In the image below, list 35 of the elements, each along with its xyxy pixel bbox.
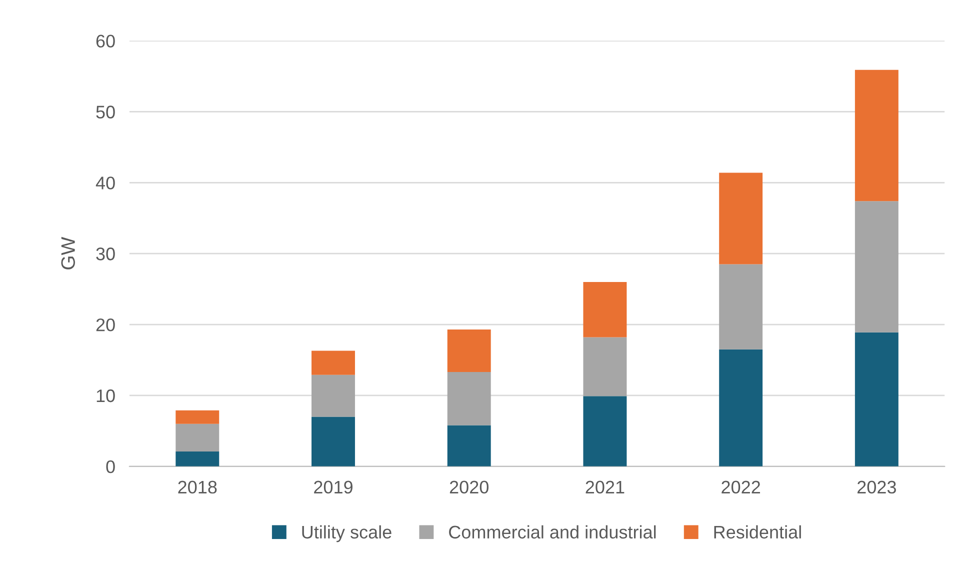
- y-tick-label: 50: [96, 106, 115, 118]
- x-tick-label: 2023: [858, 480, 896, 494]
- bar: [447, 330, 491, 372]
- y-tick-label: 20: [96, 318, 115, 332]
- bar: [312, 350, 355, 375]
- x-tick-label: 2018: [178, 480, 217, 494]
- bar: [312, 416, 355, 466]
- y-tick-label: 30: [96, 248, 115, 260]
- bar: [583, 337, 627, 396]
- bar: [854, 332, 898, 466]
- bar: [176, 410, 220, 424]
- bar: [719, 172, 763, 264]
- bar: [583, 396, 627, 466]
- y-tick-label: 60: [96, 34, 115, 48]
- bar: [447, 372, 491, 426]
- y-axis-title: GW: [61, 236, 75, 270]
- x-tick-label: 2019: [314, 480, 352, 494]
- y-tick-label: 40: [96, 176, 115, 190]
- x-tick-label: 2022: [722, 480, 760, 494]
- x-tick-label: 2020: [450, 480, 488, 494]
- bar: [583, 282, 627, 338]
- bar: [719, 264, 763, 350]
- y-tick-label: 10: [96, 389, 115, 402]
- bar: [447, 425, 491, 466]
- legend-label: Utility scale: [302, 525, 392, 542]
- legend-label: Residential: [714, 525, 801, 539]
- y-tick-label: 0: [106, 460, 115, 474]
- bar: [176, 424, 220, 452]
- bar: [719, 349, 763, 466]
- bar: [176, 452, 220, 466]
- x-tick-label: 2021: [586, 480, 624, 494]
- bar: [854, 201, 898, 332]
- bar: [854, 70, 898, 202]
- bar: [312, 374, 355, 417]
- legend-label: Commercial and industrial: [449, 525, 656, 539]
